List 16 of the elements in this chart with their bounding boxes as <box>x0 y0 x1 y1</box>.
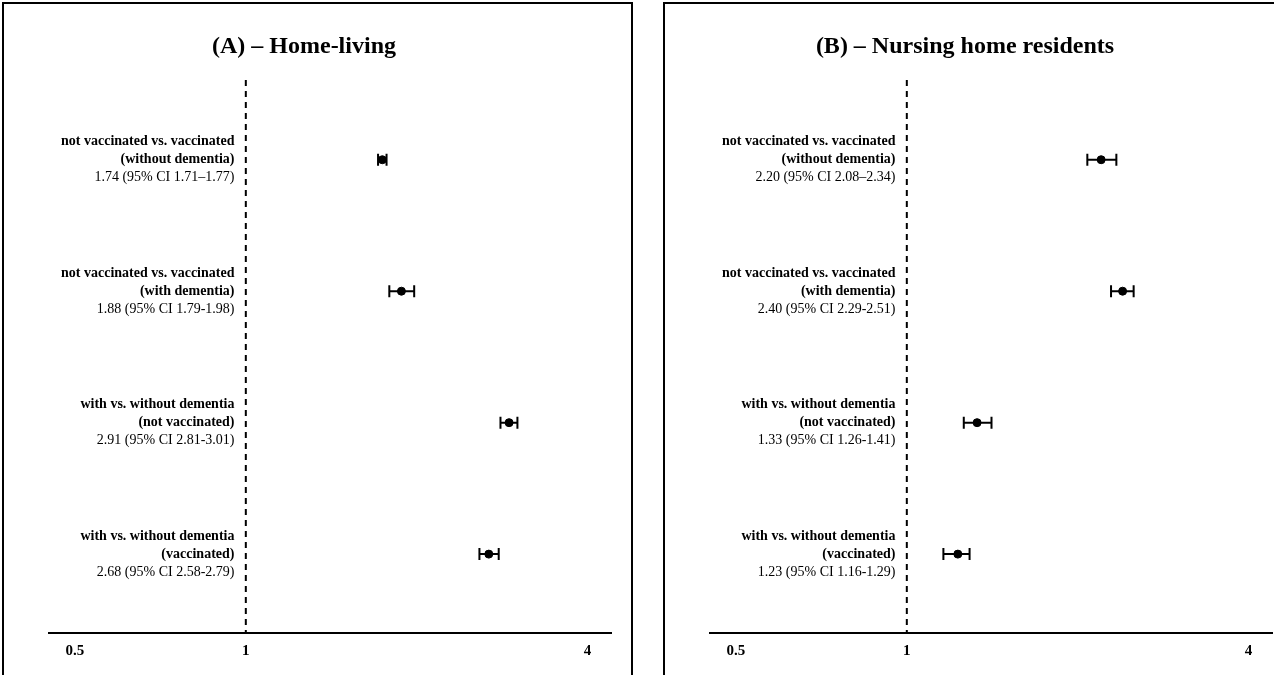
chart-title: (B) – Nursing home residents <box>814 32 1116 59</box>
y-tick-label: with vs. without dementia (vaccinated) 2.68 (95% CI 2.58-2.79) <box>80 527 235 580</box>
x-tick-label: 1 <box>903 641 911 658</box>
y-tick-label: not vaccinated vs. vaccinated (with dementia) 1.88 (95% CI 1.79-1.98) <box>61 264 235 317</box>
x-tick-label: 0.5 <box>726 641 746 658</box>
y-tick-label: with vs. without dementia (vaccinated) 1.23 (95% CI 1.16-1.29) <box>741 527 896 580</box>
x-tick-label: 4 <box>1244 641 1253 658</box>
x-tick-label: 4 <box>583 641 592 658</box>
y-tick-label: not vaccinated vs. vaccinated (without dementia) 1.74 (95% CI 1.71–1.77) <box>61 133 235 186</box>
y-tick-label: not vaccinated vs. vaccinated (with dementia) 2.40 (95% CI 2.29-2.51) <box>722 264 896 317</box>
x-tick-label: 0.5 <box>65 641 85 658</box>
y-tick-label: not vaccinated vs. vaccinated (without dementia) 2.20 (95% CI 2.08–2.34) <box>722 133 896 186</box>
chart-title: (A) – Home-living <box>211 32 397 59</box>
x-tick-label: 1 <box>242 641 250 658</box>
y-tick-label: with vs. without dementia (not vaccinated) 2.91 (95% CI 2.81-3.01) <box>80 396 235 449</box>
y-tick-label: with vs. without dementia (not vaccinated) 1.33 (95% CI 1.26-1.41) <box>741 396 896 449</box>
